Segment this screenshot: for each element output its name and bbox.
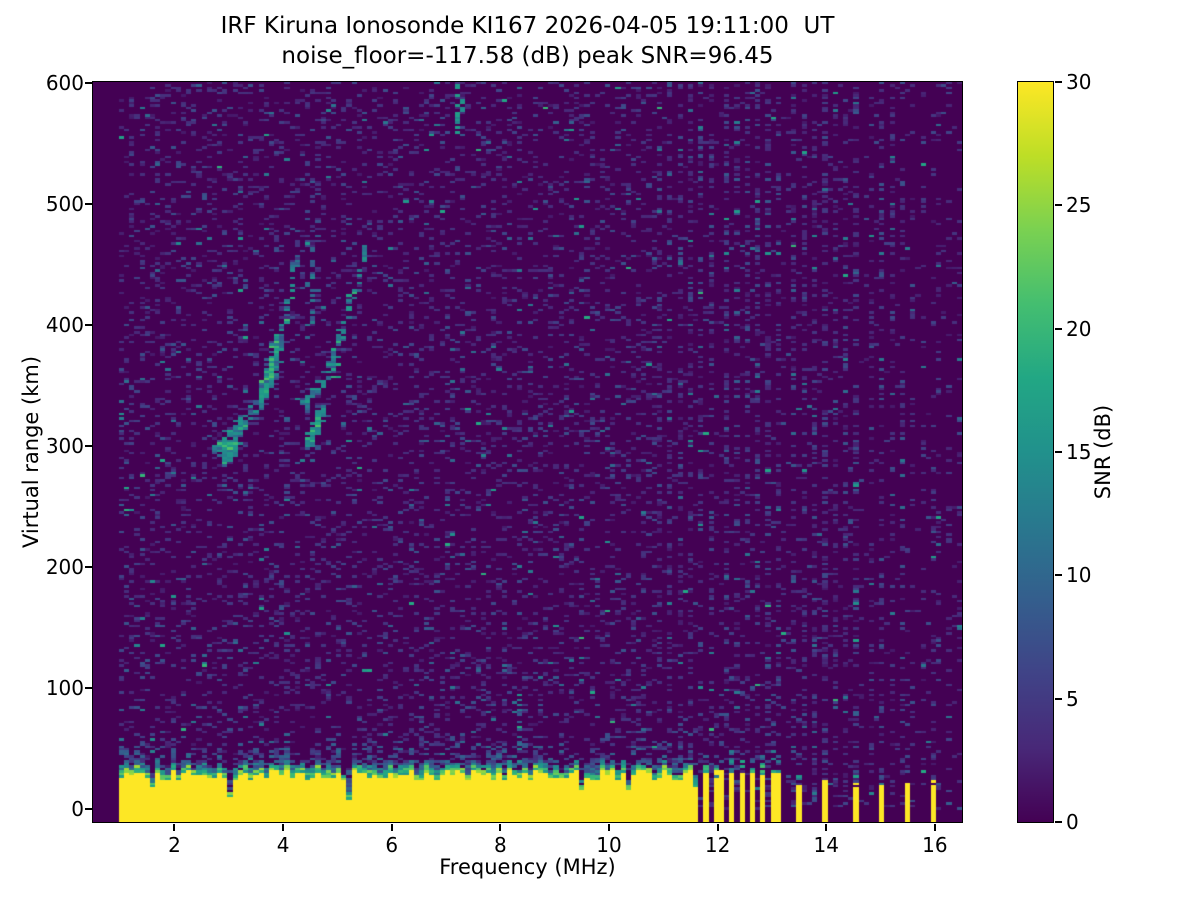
y-tick-mark xyxy=(84,203,92,206)
x-axis-label: Frequency (MHz) xyxy=(439,855,616,879)
colorbar-tick-label: 5 xyxy=(1066,686,1079,711)
x-tick-label: 2 xyxy=(168,833,181,857)
x-tick-mark xyxy=(173,823,176,831)
x-tick-label: 14 xyxy=(813,833,839,857)
colorbar-tick-mark xyxy=(1054,327,1062,330)
y-tick-mark xyxy=(84,444,92,447)
y-tick-mark xyxy=(84,324,92,327)
colorbar-tick-mark xyxy=(1054,81,1062,83)
y-tick-label: 300 xyxy=(45,433,84,458)
x-tick-mark xyxy=(716,823,719,831)
colorbar-tick-label: 10 xyxy=(1066,563,1092,588)
y-tick-mark xyxy=(84,565,92,568)
heatmap-canvas xyxy=(92,81,962,822)
chart-title: IRF Kiruna Ionosonde KI167 2026-04-05 19… xyxy=(220,13,835,39)
x-tick-label: 4 xyxy=(276,833,290,857)
x-tick-mark xyxy=(825,823,828,831)
x-tick-label: 12 xyxy=(704,833,731,857)
x-tick-mark xyxy=(390,823,393,831)
y-tick-label: 400 xyxy=(45,313,84,338)
colorbar-tick-mark xyxy=(1054,451,1062,453)
colorbar-tick-label: 15 xyxy=(1066,440,1092,464)
y-tick-mark xyxy=(84,686,92,689)
x-tick-mark xyxy=(499,823,502,831)
y-tick-label: 0 xyxy=(71,796,84,821)
colorbar-tick-mark xyxy=(1054,204,1062,207)
chart-subtitle: noise_floor=-117.58 (dB) peak SNR=96.45 xyxy=(281,43,774,69)
x-tick-label: 8 xyxy=(493,833,507,857)
plot-area xyxy=(91,80,963,823)
colorbar-tick-label: 25 xyxy=(1066,193,1092,218)
x-tick-mark xyxy=(933,823,936,831)
colorbar-tick-label: 0 xyxy=(1066,810,1079,834)
y-tick-label: 500 xyxy=(45,192,84,217)
y-tick-label: 100 xyxy=(45,675,84,700)
y-tick-label: 200 xyxy=(45,554,84,579)
colorbar xyxy=(1016,80,1054,823)
colorbar-tick-mark xyxy=(1054,574,1062,577)
colorbar-tick-label: 30 xyxy=(1066,70,1092,94)
x-tick-mark xyxy=(607,823,610,831)
y-tick-label: 600 xyxy=(45,71,84,96)
y-tick-mark xyxy=(84,807,92,810)
x-tick-mark xyxy=(282,823,285,831)
x-tick-label: 6 xyxy=(385,833,399,857)
x-tick-label: 16 xyxy=(922,833,948,857)
colorbar-tick-label: 20 xyxy=(1066,316,1092,341)
y-tick-mark xyxy=(84,82,92,85)
colorbar-tick-mark xyxy=(1054,697,1062,700)
colorbar-tick-mark xyxy=(1054,821,1062,823)
x-tick-label: 10 xyxy=(596,833,622,857)
